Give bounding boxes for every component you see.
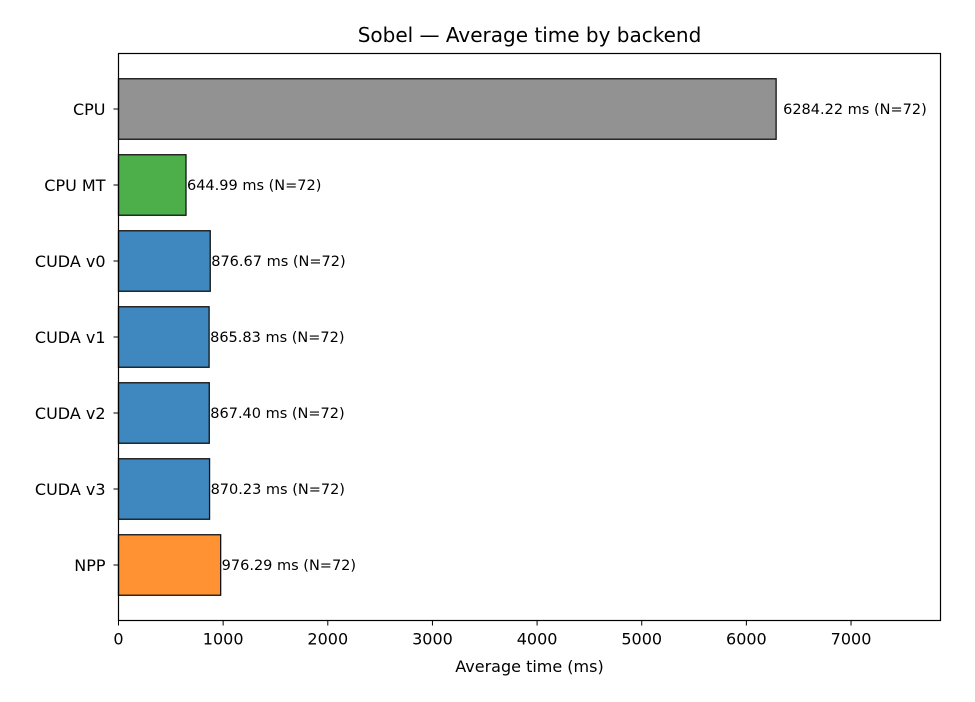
data-labels: 6284.22 ms (N=72) 644.99 ms (N=72) 876.67 … <box>187 102 927 574</box>
y-tick-label: CUDA v0 <box>35 252 106 271</box>
x-tick-label: 7000 <box>831 630 872 649</box>
y-axis-ticks: CPU CPU MT CUDA v0 CUDA v1 CUDA v2 CUDA v3 NPP <box>35 100 119 575</box>
data-label: 976.29 ms (N=72) <box>222 558 356 574</box>
y-tick-label: CPU MT <box>44 176 105 195</box>
data-label: 870.23 ms (N=72) <box>211 482 345 498</box>
y-tick-label: CPU <box>73 100 106 119</box>
x-tick-label: 4000 <box>517 630 558 649</box>
y-tick-label: CUDA v3 <box>35 480 106 499</box>
x-tick-label: 2000 <box>307 630 348 649</box>
bar-cpu <box>117 78 777 140</box>
bar-cpu-mt <box>117 154 187 216</box>
x-tick-label: 1000 <box>203 630 244 649</box>
data-label: 867.40 ms (N=72) <box>210 406 344 422</box>
x-axis-ticks: 0 1000 2000 3000 4000 5000 6000 7000 <box>113 620 872 649</box>
data-label: 644.99 ms (N=72) <box>187 178 321 194</box>
y-tick-label: CUDA v2 <box>35 404 106 423</box>
bar-cuda-v0 <box>117 230 211 292</box>
chart-title: Sobel — Average time by backend <box>358 23 702 47</box>
bars <box>117 78 777 596</box>
x-axis-label: Average time (ms) <box>455 657 603 676</box>
data-label: 6284.22 ms (N=72) <box>783 102 927 118</box>
bar-npp <box>117 534 222 596</box>
y-tick-label: NPP <box>74 556 106 575</box>
x-tick-label: 5000 <box>621 630 662 649</box>
x-tick-label: 0 <box>113 630 123 649</box>
plot-frame <box>117 52 942 622</box>
data-label: 876.67 ms (N=72) <box>211 254 345 270</box>
x-tick-label: 3000 <box>412 630 453 649</box>
bar-cuda-v1 <box>117 306 210 368</box>
bar-cuda-v3 <box>117 458 211 520</box>
y-tick-label: CUDA v1 <box>35 328 106 347</box>
data-label: 865.83 ms (N=72) <box>210 330 344 346</box>
bar-cuda-v2 <box>117 382 210 444</box>
x-tick-label: 6000 <box>726 630 767 649</box>
